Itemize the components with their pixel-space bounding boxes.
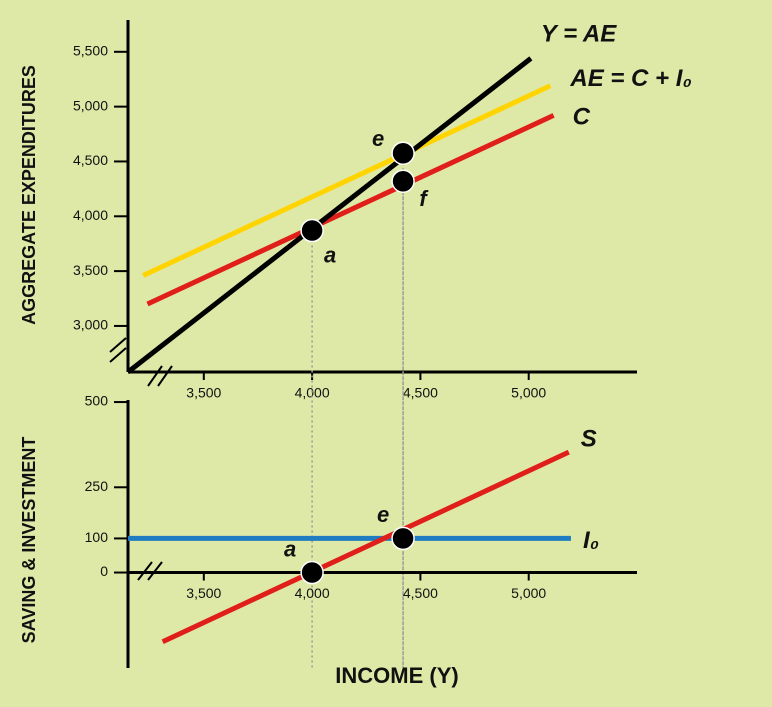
y-tick-label: 500 — [85, 393, 109, 409]
x-tick-label: 3,500 — [186, 385, 221, 401]
x-tick-label: 3,500 — [186, 585, 221, 601]
point-label: e — [372, 126, 384, 151]
x-tick-label: 4,500 — [403, 585, 438, 601]
point-label: e — [377, 502, 389, 527]
x-tick-label: 4,000 — [295, 385, 330, 401]
axis-breaks — [109, 337, 173, 581]
series-line — [146, 113, 555, 307]
x-tick-label: 5,000 — [511, 385, 546, 401]
point — [300, 218, 324, 243]
y-tick-label: 3,000 — [73, 317, 108, 333]
point-label: f — [419, 186, 429, 211]
x-tick-label: 4,500 — [403, 385, 438, 401]
y-axis-title: SAVING & INVESTMENT — [19, 437, 39, 644]
point — [391, 526, 415, 551]
y-tick-label: 4,000 — [73, 207, 108, 223]
x-axis-title: INCOME (Y) — [335, 663, 458, 688]
series-label: S — [581, 426, 597, 453]
y-tick-label: 3,500 — [73, 262, 108, 278]
point — [391, 141, 415, 165]
series-line — [126, 56, 533, 374]
point-label: a — [284, 536, 296, 561]
series-label: Y = AE — [541, 21, 617, 48]
point-label: a — [324, 242, 336, 267]
series-line — [161, 449, 570, 645]
y-axis-title: AGGREGATE EXPENDITURES — [19, 65, 39, 325]
point — [391, 169, 415, 193]
y-tick-label: 5,500 — [73, 43, 108, 59]
series-line — [142, 83, 552, 278]
point — [300, 560, 324, 585]
series-label: AE = C + I₀ — [569, 65, 692, 92]
series-label: I₀ — [583, 527, 599, 554]
y-tick-label: 4,500 — [73, 152, 108, 168]
series-label: C — [573, 104, 591, 131]
x-tick-label: 5,000 — [511, 585, 546, 601]
y-tick-label: 250 — [85, 478, 109, 494]
y-tick-label: 100 — [85, 529, 109, 545]
y-tick-label: 5,000 — [73, 97, 108, 113]
y-tick-label: 0 — [100, 563, 108, 579]
x-tick-label: 4,000 — [295, 585, 330, 601]
